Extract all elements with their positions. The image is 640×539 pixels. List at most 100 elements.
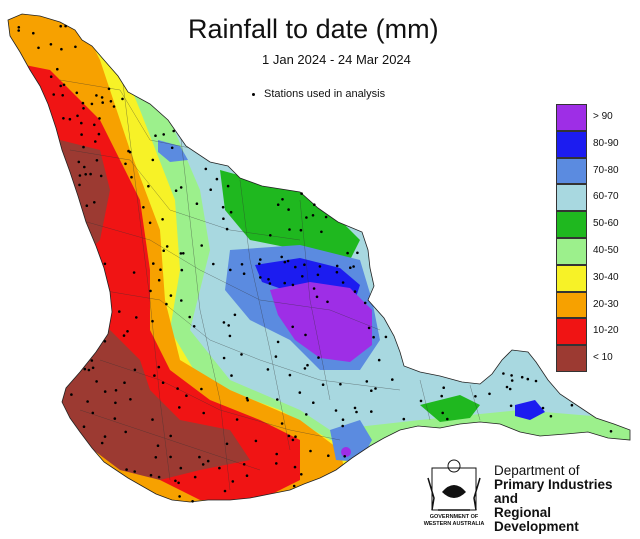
station-dot — [269, 234, 272, 237]
legend-swatch — [556, 184, 587, 212]
station-dot — [505, 385, 509, 389]
station-dot — [174, 479, 177, 483]
station-dot — [152, 262, 155, 265]
govt-line-1: GOVERNMENT OF — [429, 514, 479, 520]
station-dot — [509, 404, 513, 408]
station-dot — [82, 107, 85, 110]
station-dot — [179, 186, 183, 189]
station-dot — [59, 84, 62, 88]
station-dot — [242, 463, 246, 466]
station-dot — [541, 406, 545, 410]
legend-swatch — [556, 264, 587, 292]
station-dot — [172, 129, 175, 133]
station-dot — [341, 281, 345, 284]
station-dot — [306, 363, 309, 367]
station-dot — [341, 424, 345, 428]
station-dot — [85, 204, 89, 207]
station-dot — [313, 203, 316, 206]
station-dot — [169, 455, 172, 459]
station-dot — [154, 134, 157, 137]
station-dot — [202, 411, 205, 415]
station-dot — [287, 434, 291, 438]
station-dot — [446, 417, 449, 421]
station-dot — [324, 215, 328, 219]
station-dot — [95, 94, 98, 97]
station-dot — [309, 449, 312, 453]
zone-above-90-south — [341, 447, 351, 457]
station-dot — [151, 158, 155, 162]
station-dot-icon — [252, 92, 255, 96]
station-dot — [95, 380, 98, 383]
station-dot — [32, 31, 35, 35]
station-dot — [502, 372, 505, 375]
station-dot — [549, 414, 553, 418]
station-dot — [169, 294, 173, 297]
zone-above-90 — [270, 282, 372, 362]
station-dot — [206, 459, 210, 463]
station-dot — [149, 289, 152, 293]
station-dot — [335, 270, 339, 274]
station-dot — [127, 149, 130, 153]
station-dot — [352, 265, 355, 268]
station-dot — [275, 462, 278, 465]
station-dot — [442, 386, 446, 390]
station-dot — [95, 159, 99, 162]
station-dot — [178, 406, 181, 409]
station-dot — [283, 260, 287, 264]
station-dot — [339, 382, 342, 386]
station-dot — [275, 452, 279, 456]
station-dot — [81, 101, 85, 105]
station-dot — [259, 276, 262, 279]
station-dot — [157, 475, 161, 479]
station-dot — [91, 411, 95, 415]
station-dot — [227, 324, 230, 327]
station-dot — [229, 268, 232, 272]
station-dot — [126, 330, 129, 333]
station-dot — [94, 140, 97, 143]
station-dot — [198, 455, 201, 459]
station-dot — [114, 401, 117, 405]
station-dot — [49, 75, 53, 78]
station-dot — [101, 101, 104, 104]
map-title: Rainfall to date (mm) — [188, 14, 439, 44]
station-dot — [242, 272, 246, 276]
station-dot — [402, 417, 406, 421]
station-dot — [209, 188, 212, 191]
station-dot — [294, 265, 297, 269]
station-dot — [147, 184, 150, 188]
station-dot — [75, 91, 79, 95]
station-dot — [488, 392, 491, 396]
station-dot — [280, 255, 284, 259]
station-dot — [299, 228, 303, 232]
station-dot — [311, 214, 315, 217]
station-dot — [280, 422, 284, 425]
station-dot — [287, 208, 290, 211]
legend-label: 10-20 — [593, 325, 619, 337]
station-dot — [276, 203, 280, 206]
station-dot — [162, 249, 165, 252]
station-dot — [64, 24, 67, 28]
station-dot — [218, 466, 221, 470]
station-dot — [201, 463, 205, 466]
legend-label: 80-90 — [593, 137, 619, 149]
station-dot — [132, 271, 136, 274]
agency-name: Department of Primary Industries and Reg… — [494, 464, 638, 534]
station-dot — [526, 377, 530, 381]
station-dot — [200, 387, 203, 391]
legend-swatch — [556, 345, 587, 372]
station-dot — [286, 259, 290, 263]
station-dot — [122, 334, 126, 337]
station-dot — [291, 438, 295, 442]
station-dot — [377, 358, 381, 362]
legend-label: 20-30 — [593, 298, 619, 310]
stations-label: Stations used in analysis — [264, 88, 386, 100]
station-dot — [370, 389, 373, 393]
station-dot — [353, 290, 357, 293]
station-dot — [133, 470, 136, 473]
station-dot — [76, 114, 79, 118]
date-range: 1 Jan 2024 - 24 Mar 2024 — [262, 52, 411, 67]
station-dot — [195, 202, 199, 205]
station-dot — [510, 379, 514, 382]
station-dot — [346, 251, 349, 255]
station-dot — [169, 434, 172, 438]
